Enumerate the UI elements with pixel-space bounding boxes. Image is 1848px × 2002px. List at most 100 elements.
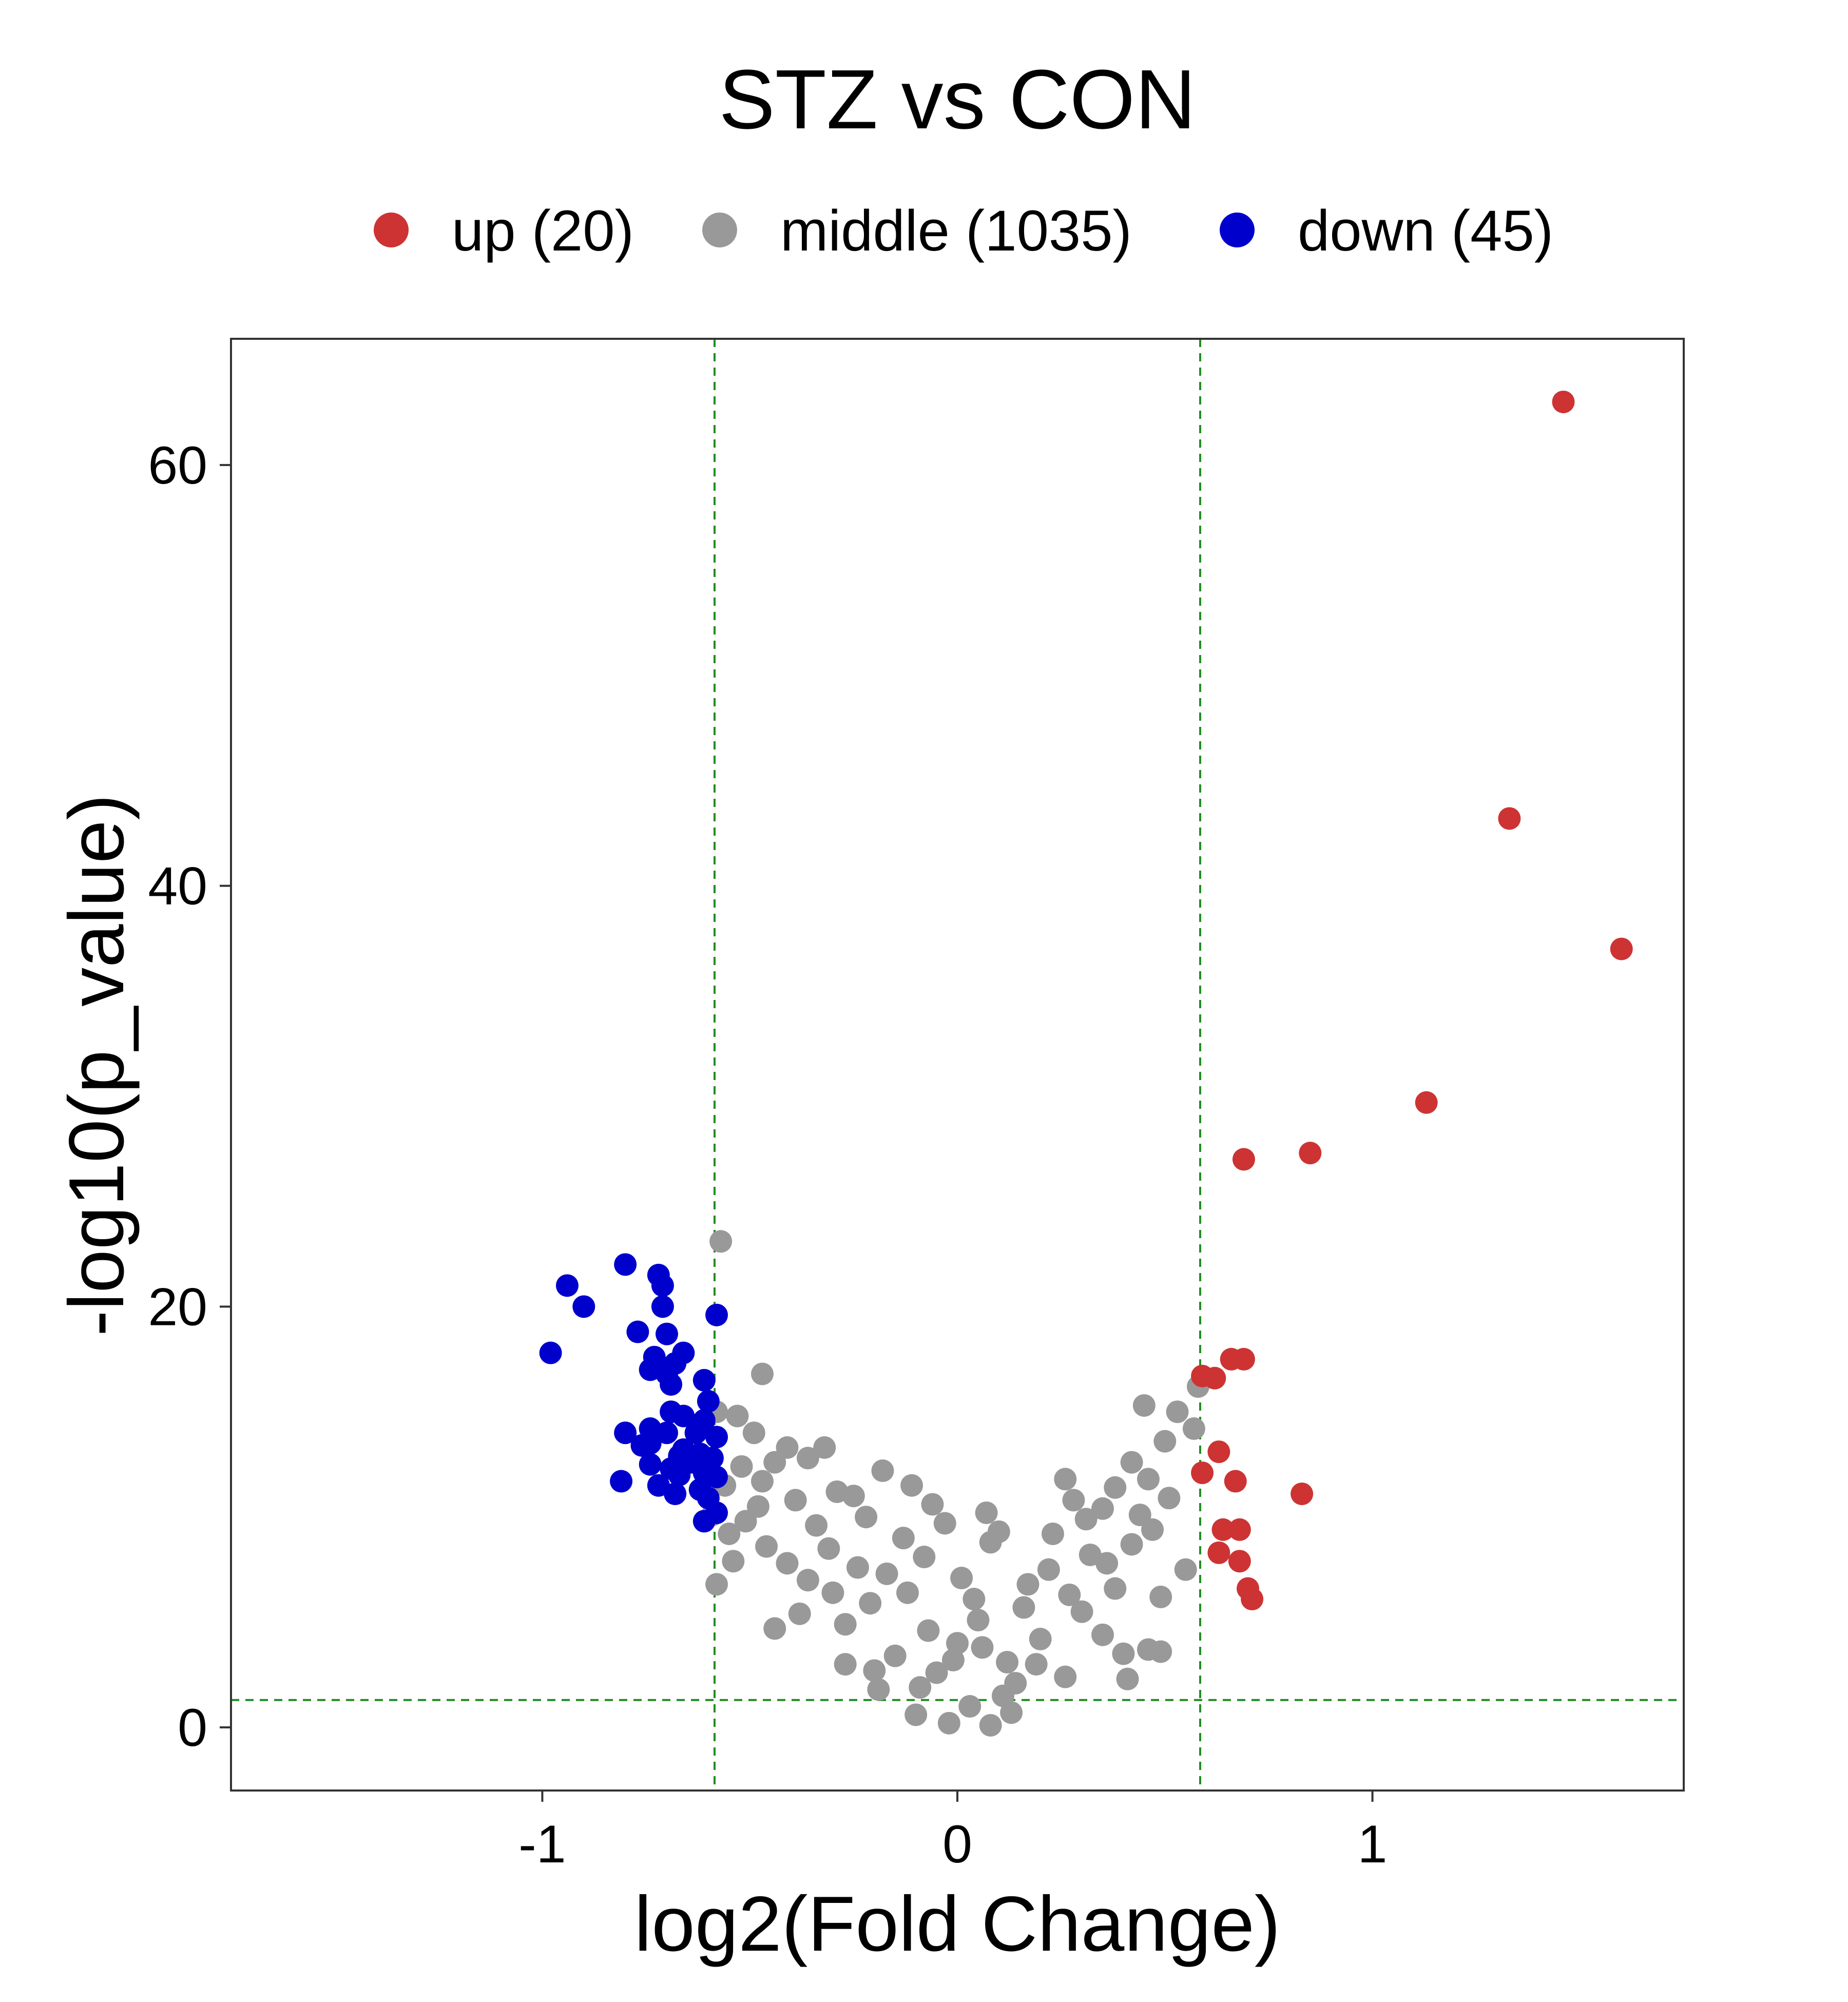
data-point bbox=[867, 1678, 890, 1701]
data-point bbox=[1174, 1558, 1197, 1581]
data-point bbox=[1415, 1091, 1438, 1114]
data-point bbox=[805, 1514, 828, 1537]
data-point bbox=[718, 1522, 741, 1545]
data-point bbox=[875, 1562, 898, 1585]
data-point bbox=[647, 1474, 670, 1497]
x-tick-label: 0 bbox=[942, 1815, 972, 1874]
data-point bbox=[1232, 1148, 1255, 1171]
x-axis: -1 0 1 bbox=[518, 1791, 1387, 1874]
data-point bbox=[614, 1421, 637, 1445]
data-point bbox=[950, 1567, 973, 1590]
data-point bbox=[971, 1636, 994, 1659]
x-tick-label: -1 bbox=[518, 1815, 566, 1874]
data-point bbox=[937, 1711, 960, 1735]
chart-title: STZ vs CON bbox=[719, 52, 1196, 146]
data-point bbox=[660, 1373, 683, 1396]
data-point bbox=[1070, 1600, 1093, 1623]
data-point bbox=[1120, 1533, 1143, 1556]
data-point bbox=[614, 1253, 637, 1276]
data-point bbox=[834, 1613, 857, 1636]
data-point bbox=[1128, 1504, 1151, 1527]
data-point bbox=[813, 1436, 836, 1459]
data-point bbox=[555, 1274, 579, 1297]
data-point bbox=[1207, 1440, 1230, 1464]
data-point bbox=[859, 1592, 882, 1615]
data-point bbox=[651, 1274, 674, 1297]
data-point bbox=[909, 1676, 932, 1699]
data-point bbox=[863, 1659, 886, 1682]
legend-entry-up: up (20) bbox=[374, 199, 634, 263]
data-point bbox=[755, 1535, 778, 1558]
data-point bbox=[1291, 1483, 1314, 1506]
data-point bbox=[1104, 1577, 1127, 1600]
data-point bbox=[626, 1320, 649, 1343]
data-point bbox=[1091, 1497, 1114, 1520]
data-point bbox=[788, 1602, 811, 1625]
data-point bbox=[1149, 1585, 1172, 1608]
x-axis-title: log2(Fold Change) bbox=[634, 1880, 1281, 1968]
data-point bbox=[1141, 1518, 1164, 1541]
data-point bbox=[1153, 1430, 1177, 1453]
data-point bbox=[705, 1426, 728, 1449]
data-point bbox=[821, 1581, 844, 1604]
data-point bbox=[539, 1341, 562, 1364]
data-point bbox=[846, 1556, 869, 1579]
y-tick-label: 60 bbox=[148, 436, 207, 495]
data-point bbox=[913, 1546, 936, 1569]
data-point bbox=[697, 1390, 720, 1413]
legend-label-up: up (20) bbox=[452, 199, 634, 263]
legend-label-down: down (45) bbox=[1298, 199, 1553, 263]
data-point bbox=[1012, 1596, 1035, 1619]
data-point bbox=[1191, 1461, 1214, 1485]
x-tick-label: 1 bbox=[1358, 1815, 1388, 1874]
data-point bbox=[776, 1436, 799, 1459]
data-point bbox=[917, 1619, 940, 1642]
data-point bbox=[796, 1447, 819, 1470]
data-point bbox=[925, 1661, 948, 1684]
data-point bbox=[1228, 1518, 1251, 1541]
data-point bbox=[656, 1322, 678, 1345]
data-point bbox=[1166, 1400, 1189, 1423]
data-point bbox=[672, 1404, 695, 1428]
data-point bbox=[958, 1695, 981, 1718]
data-point bbox=[900, 1474, 923, 1497]
data-point bbox=[1149, 1640, 1172, 1663]
data-point bbox=[1182, 1417, 1205, 1440]
data-points bbox=[539, 390, 1633, 1737]
data-point bbox=[705, 1466, 728, 1489]
data-point bbox=[656, 1421, 678, 1445]
data-point bbox=[1091, 1623, 1114, 1646]
data-point bbox=[962, 1588, 986, 1611]
data-point bbox=[1062, 1489, 1085, 1512]
data-point bbox=[684, 1421, 707, 1445]
data-point bbox=[1112, 1642, 1135, 1665]
legend-entry-middle: middle (1035) bbox=[702, 199, 1132, 263]
data-point bbox=[1132, 1394, 1156, 1417]
data-point bbox=[763, 1617, 786, 1640]
data-point bbox=[726, 1404, 749, 1428]
data-point bbox=[705, 1573, 728, 1596]
data-point bbox=[1137, 1468, 1160, 1491]
data-point bbox=[709, 1230, 733, 1253]
data-point bbox=[1224, 1470, 1247, 1493]
data-point bbox=[1074, 1508, 1098, 1531]
data-point bbox=[651, 1295, 674, 1318]
data-point bbox=[1498, 807, 1521, 830]
data-point bbox=[1095, 1552, 1119, 1575]
data-point bbox=[921, 1493, 944, 1516]
data-point bbox=[991, 1684, 1014, 1707]
data-point bbox=[1610, 937, 1633, 960]
data-point bbox=[750, 1362, 774, 1385]
data-point bbox=[730, 1455, 753, 1478]
data-point bbox=[1054, 1468, 1077, 1491]
data-point bbox=[630, 1434, 653, 1457]
data-point bbox=[817, 1537, 840, 1560]
data-point bbox=[734, 1510, 757, 1533]
data-point bbox=[904, 1703, 928, 1726]
data-point bbox=[1158, 1487, 1181, 1510]
data-point bbox=[1228, 1550, 1251, 1573]
data-point bbox=[705, 1303, 728, 1326]
data-point bbox=[1241, 1588, 1264, 1611]
data-point bbox=[784, 1489, 807, 1512]
